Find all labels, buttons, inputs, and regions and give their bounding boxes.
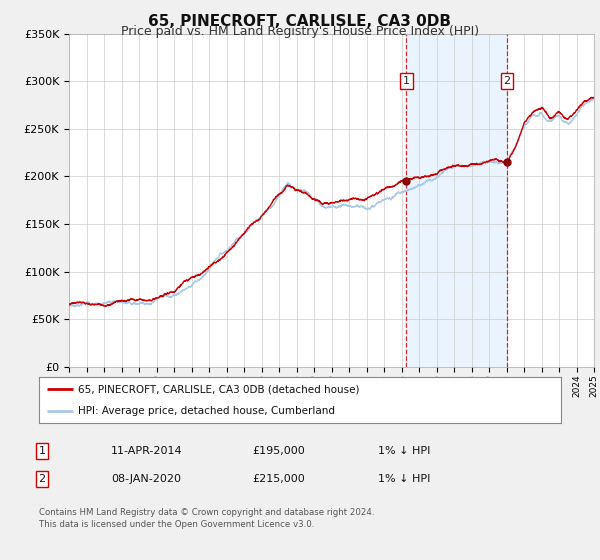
Text: £195,000: £195,000	[252, 446, 305, 456]
Text: Contains HM Land Registry data © Crown copyright and database right 2024.: Contains HM Land Registry data © Crown c…	[39, 508, 374, 517]
Text: 2: 2	[503, 76, 511, 86]
Text: 1: 1	[403, 76, 410, 86]
Text: 65, PINECROFT, CARLISLE, CA3 0DB (detached house): 65, PINECROFT, CARLISLE, CA3 0DB (detach…	[78, 384, 359, 394]
Text: 1: 1	[38, 446, 46, 456]
Text: Price paid vs. HM Land Registry's House Price Index (HPI): Price paid vs. HM Land Registry's House …	[121, 25, 479, 38]
Text: £215,000: £215,000	[252, 474, 305, 484]
Text: HPI: Average price, detached house, Cumberland: HPI: Average price, detached house, Cumb…	[78, 407, 335, 416]
Text: 65, PINECROFT, CARLISLE, CA3 0DB: 65, PINECROFT, CARLISLE, CA3 0DB	[149, 14, 452, 29]
Text: 08-JAN-2020: 08-JAN-2020	[111, 474, 181, 484]
Text: 2: 2	[38, 474, 46, 484]
Text: 1% ↓ HPI: 1% ↓ HPI	[378, 474, 430, 484]
Bar	[406, 34, 507, 367]
Text: 11-APR-2014: 11-APR-2014	[111, 446, 182, 456]
Text: This data is licensed under the Open Government Licence v3.0.: This data is licensed under the Open Gov…	[39, 520, 314, 529]
Text: 1% ↓ HPI: 1% ↓ HPI	[378, 446, 430, 456]
